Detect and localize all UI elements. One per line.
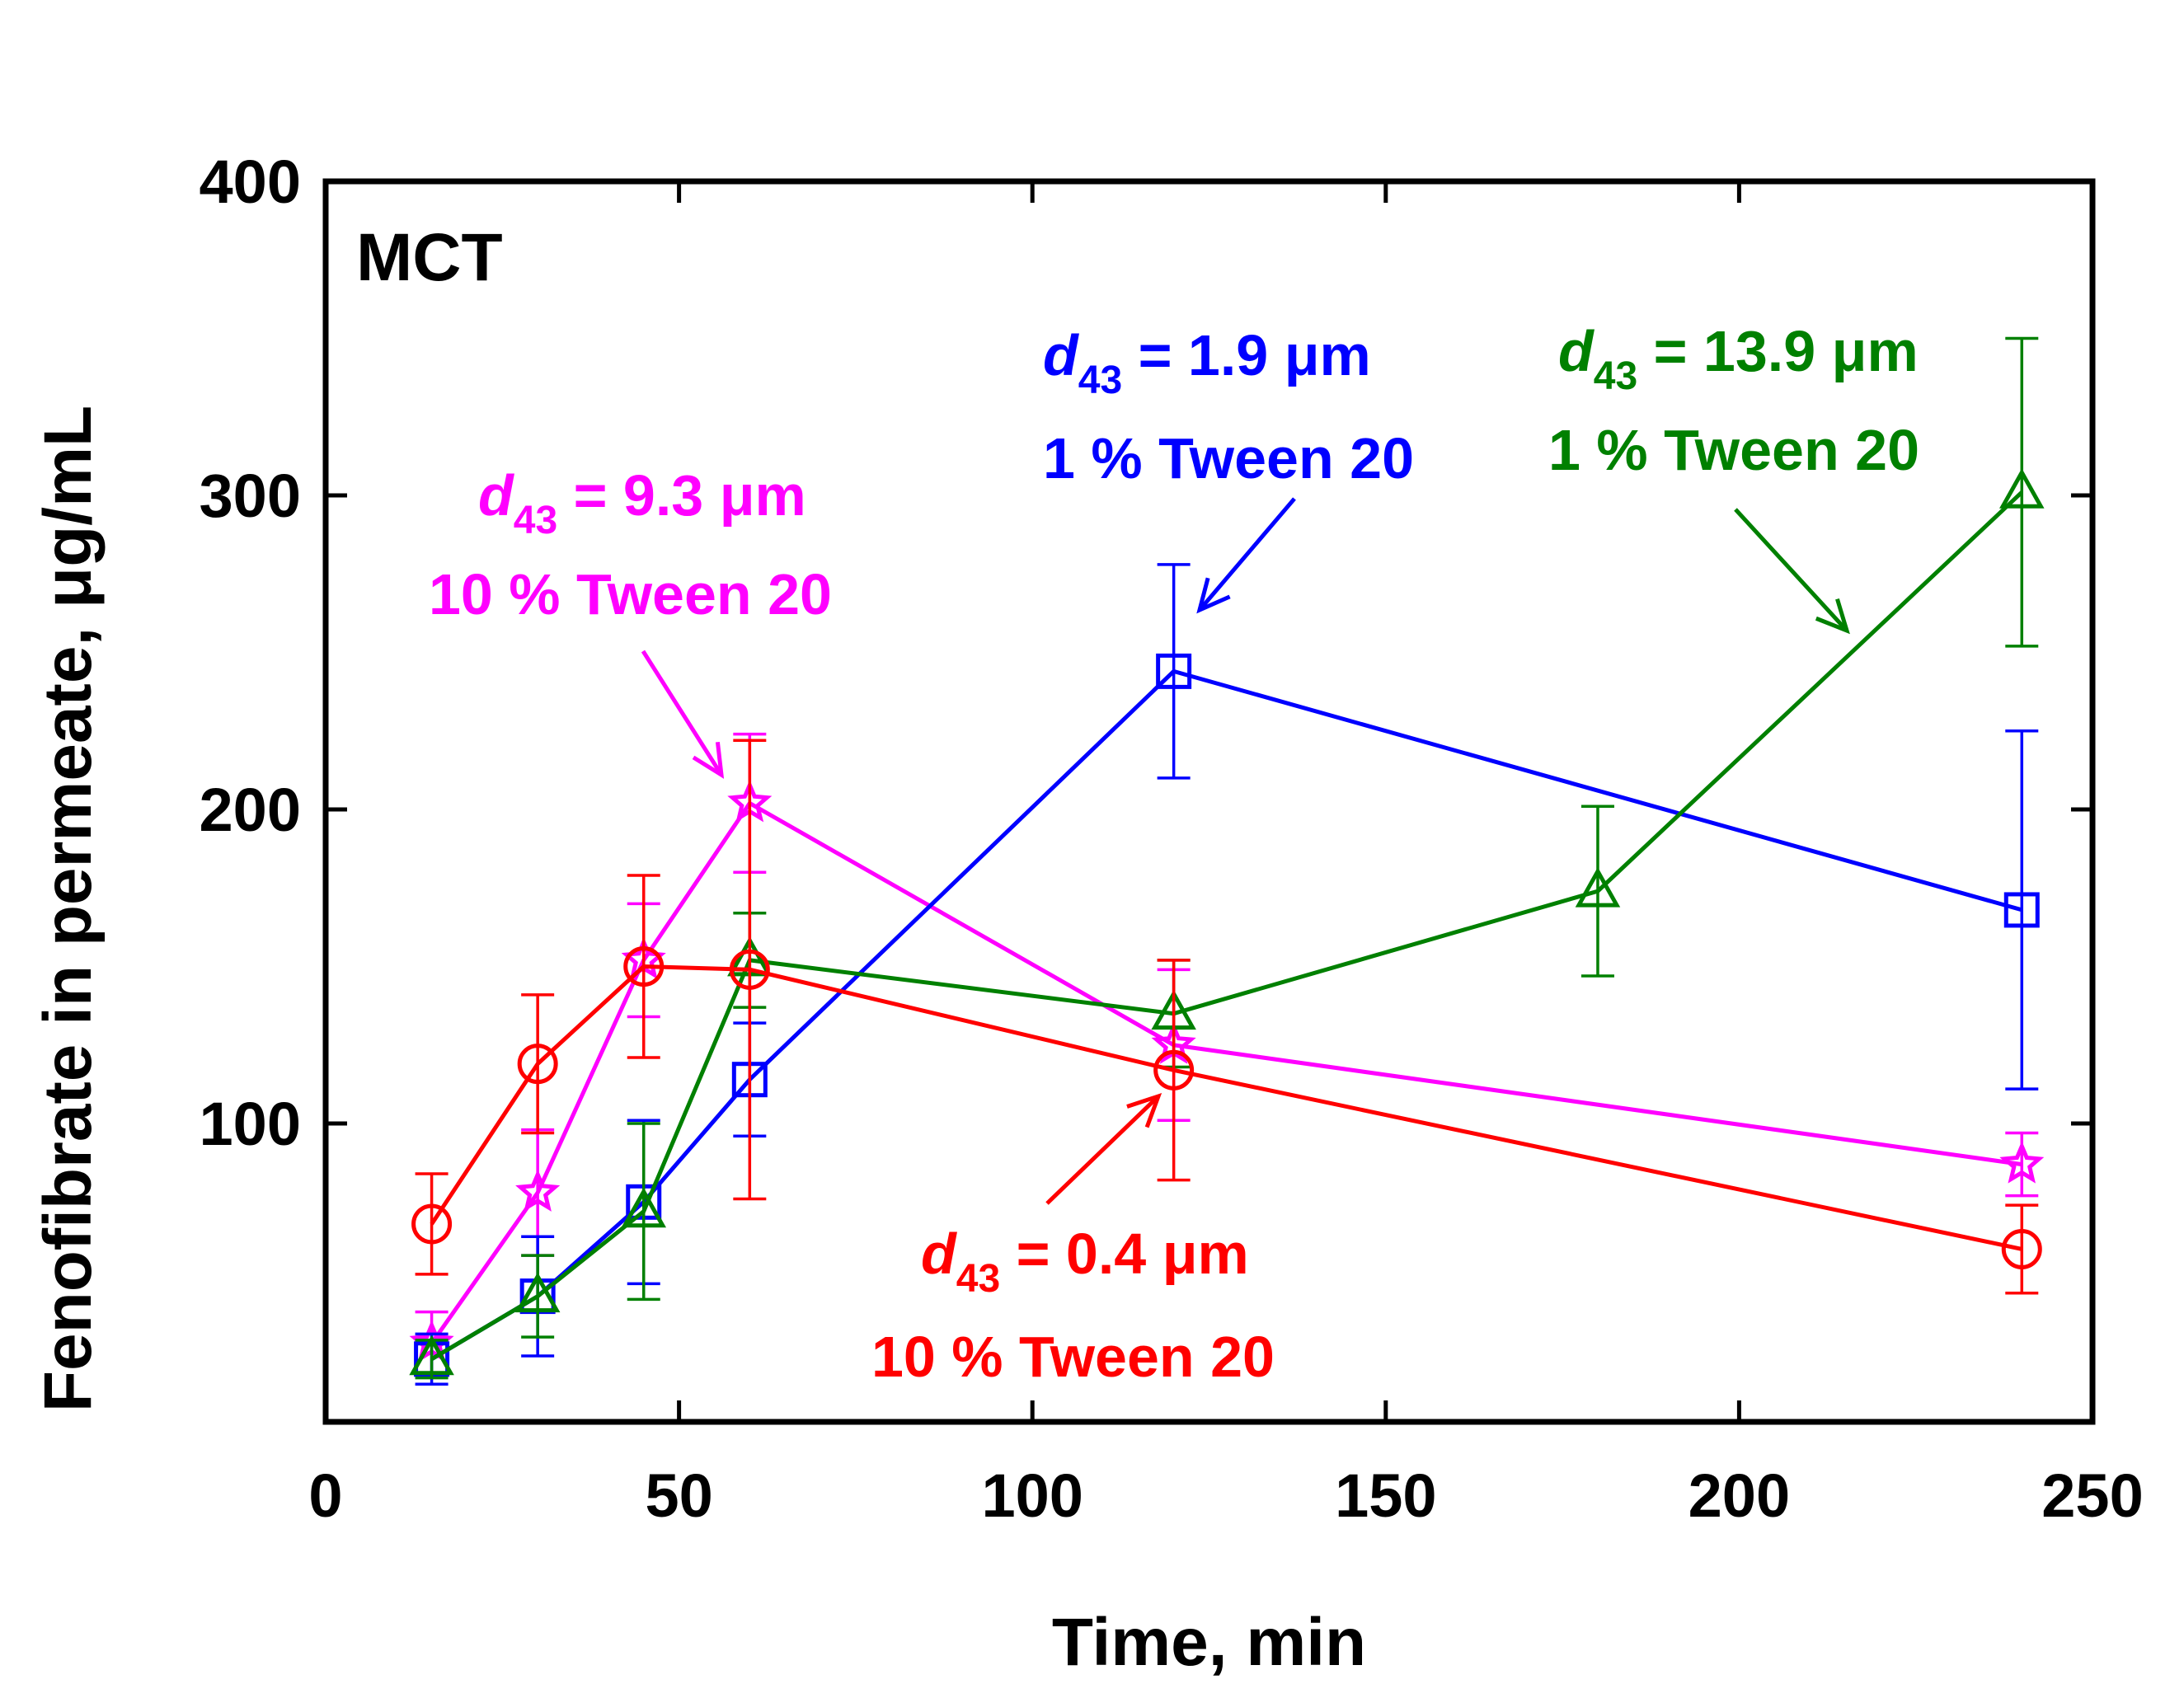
- annotations: d43 = 1.9 μm 1 % Tween 20 d43 = 13.9 μm 1 %…: [429, 319, 1919, 1389]
- annotation-0: d43 = 1.9 μm 1 % Tween 20: [1043, 323, 1414, 614]
- y-tick-label: 400: [200, 148, 301, 216]
- data-point: [623, 946, 665, 987]
- annotation-size: d43 = 1.9 μm: [1043, 323, 1371, 402]
- annotation-2: d43 = 9.3 μm 10 % Tween 20: [429, 463, 832, 779]
- y-tick-label: 200: [200, 776, 301, 844]
- annotation-surfactant: 10 % Tween 20: [429, 562, 832, 626]
- annotation-arrow: [1045, 1095, 1160, 1205]
- series-line: [430, 964, 2022, 1251]
- data-point: [621, 1187, 667, 1228]
- annotation-arrow: [641, 650, 724, 776]
- data-point: [1999, 1141, 2045, 1184]
- x-tick-label: 100: [981, 1461, 1083, 1530]
- annotation-surfactant: 10 % Tween 20: [871, 1325, 1275, 1389]
- y-tick-label: 100: [200, 1090, 301, 1158]
- annotation-arrow: [1198, 497, 1296, 612]
- arrowhead: [692, 741, 725, 779]
- data-point: [1156, 653, 1192, 689]
- annotation-size: d43 = 0.4 μm: [921, 1222, 1249, 1301]
- annotation-size: d43 = 9.3 μm: [478, 463, 806, 542]
- data-point: [2003, 892, 2040, 928]
- annotation-surfactant: 1 % Tween 20: [1043, 426, 1414, 490]
- y-tick-label: 300: [200, 462, 301, 530]
- series-layer: [409, 336, 2045, 1386]
- data-point: [1999, 468, 2045, 509]
- axes: 0 50 100 150 200 250 100 200 300 400 Time, min Feno…: [31, 148, 2144, 1680]
- data-point: [411, 1203, 453, 1245]
- series-circle: [411, 739, 2042, 1295]
- data-point: [515, 1169, 561, 1212]
- arrowhead: [1815, 598, 1850, 635]
- panel-label: MCT: [356, 220, 503, 295]
- x-tick-label: 0: [308, 1461, 342, 1530]
- annotation-arrow: [1734, 508, 1848, 632]
- x-tick-label: 50: [645, 1461, 712, 1530]
- data-point: [2001, 1228, 2042, 1269]
- plot-frame: [322, 178, 2096, 1425]
- annotation-size: d43 = 13.9 μm: [1558, 319, 1919, 398]
- arrowhead: [1196, 577, 1231, 614]
- y-axis-title: Fenofibrate in permeate, μg/mL: [31, 406, 106, 1412]
- arrowhead: [1126, 1093, 1162, 1128]
- annotation-3: d43 = 0.4 μm 10 % Tween 20: [871, 1093, 1275, 1389]
- data-point: [409, 1334, 454, 1376]
- x-tick-label: 250: [2041, 1461, 2143, 1530]
- data-point: [729, 949, 770, 990]
- data-point: [1575, 866, 1621, 908]
- annotation-1: d43 = 13.9 μm 1 % Tween 20: [1548, 319, 1919, 635]
- data-point: [1153, 1049, 1195, 1091]
- x-tick-label: 150: [1335, 1461, 1436, 1530]
- series-line: [430, 800, 2022, 1345]
- data-point: [517, 1044, 558, 1085]
- data-point: [514, 1272, 561, 1313]
- x-tick-label: 200: [1688, 1461, 1790, 1530]
- x-axis-title: Time, min: [1052, 1605, 1366, 1680]
- annotation-surfactant: 1 % Tween 20: [1548, 418, 1919, 482]
